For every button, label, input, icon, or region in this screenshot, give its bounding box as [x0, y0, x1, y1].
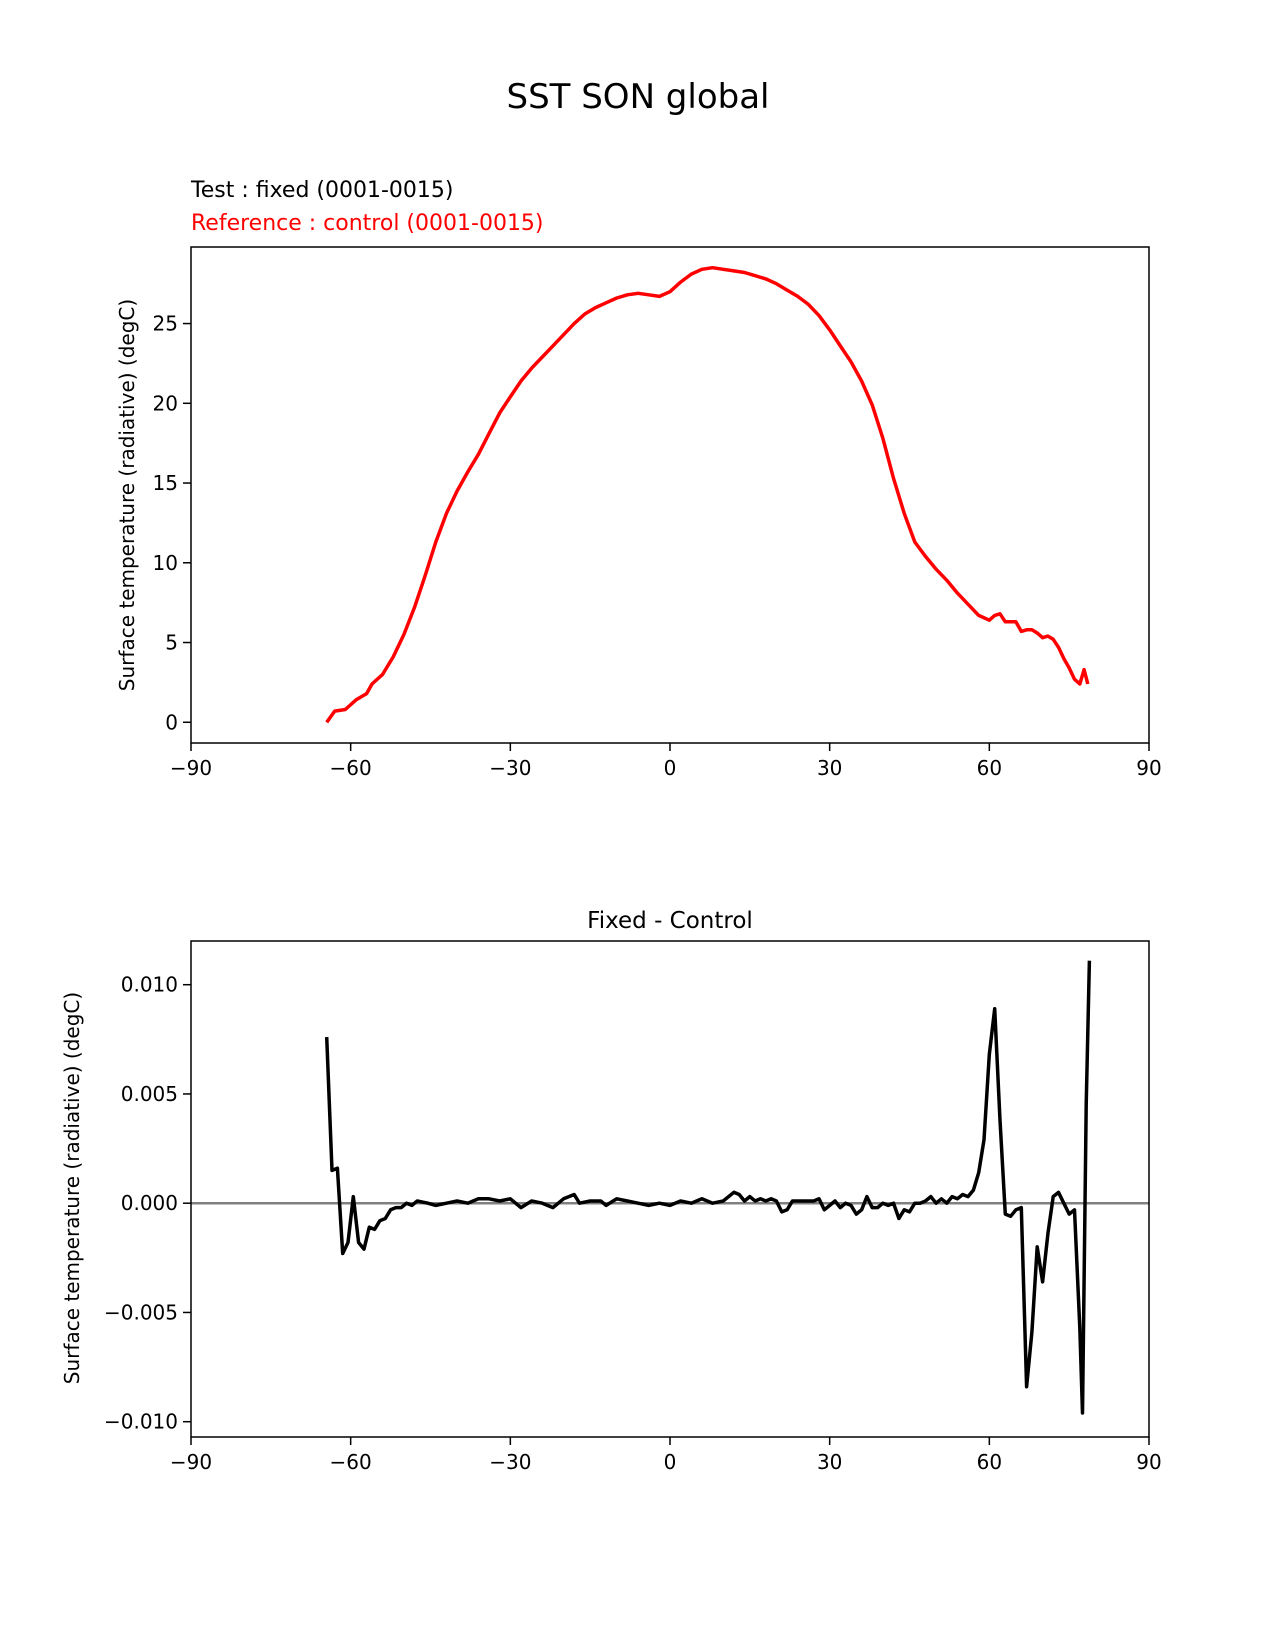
top-axis-ticks: −90 −60 −30 0 30 60 90 0 5 10 15 20 25: [153, 312, 1162, 780]
bottom-x-tick-label: −30: [489, 1450, 531, 1474]
top-x-tick-label: −30: [489, 756, 531, 780]
bottom-y-tick-label: −0.010: [104, 1410, 178, 1434]
bottom-y-tick-label: 0.000: [121, 1191, 178, 1215]
top-x-tick-label: 90: [1136, 756, 1161, 780]
top-y-tick-label: 15: [153, 471, 178, 495]
top-x-tick-label: −60: [330, 756, 372, 780]
figure-title: SST SON global: [506, 77, 769, 117]
top-x-tick-label: 30: [817, 756, 842, 780]
top-plot-frame: [190, 246, 1150, 744]
bottom-axis-ticks: −90 −60 −30 0 30 60 90 0.010 0.005 0.000 −0.005 −0.…: [104, 973, 1162, 1474]
bottom-x-tick-label: 0: [664, 1450, 677, 1474]
bottom-y-tick-label: 0.005: [121, 1082, 178, 1106]
difference-title: Fixed - Control: [587, 908, 753, 934]
bottom-y-tick-label: 0.010: [121, 973, 178, 997]
top-y-tick-label: 20: [153, 391, 178, 415]
bottom-x-tick-label: 60: [977, 1450, 1002, 1474]
top-series-line: [325, 265, 1090, 724]
difference-panel: Fixed - Control Surface temperature (rad…: [60, 908, 1162, 1474]
test-label: Test : fixed (0001-0015): [190, 178, 454, 203]
bottom-x-tick-label: −90: [170, 1450, 212, 1474]
top-y-tick-label: 0: [165, 710, 178, 734]
bottom-y-tick-label: −0.005: [104, 1300, 178, 1324]
reference-panel: Test : fixed (0001-0015) Reference : con…: [115, 178, 1162, 780]
top-y-tick-label: 10: [153, 551, 178, 575]
top-x-tick-label: 0: [664, 756, 677, 780]
bottom-x-tick-label: 90: [1136, 1450, 1161, 1474]
top-series-group: [325, 265, 1090, 724]
bottom-series-line: [324, 960, 1092, 1415]
bottom-plot-frame: [190, 940, 1150, 1438]
y-axis-label-bottom: Surface temperature (radiative) (degC): [60, 992, 84, 1384]
y-axis-label-top: Surface temperature (radiative) (degC): [115, 299, 139, 691]
top-x-tick-label: −90: [170, 756, 212, 780]
reference-label: Reference : control (0001-0015): [191, 211, 544, 236]
top-y-tick-label: 25: [153, 312, 178, 336]
top-y-tick-label: 5: [165, 631, 178, 655]
top-x-tick-label: 60: [977, 756, 1002, 780]
bottom-x-tick-label: 30: [817, 1450, 842, 1474]
bottom-series-group: [191, 960, 1149, 1415]
bottom-x-tick-label: −60: [330, 1450, 372, 1474]
